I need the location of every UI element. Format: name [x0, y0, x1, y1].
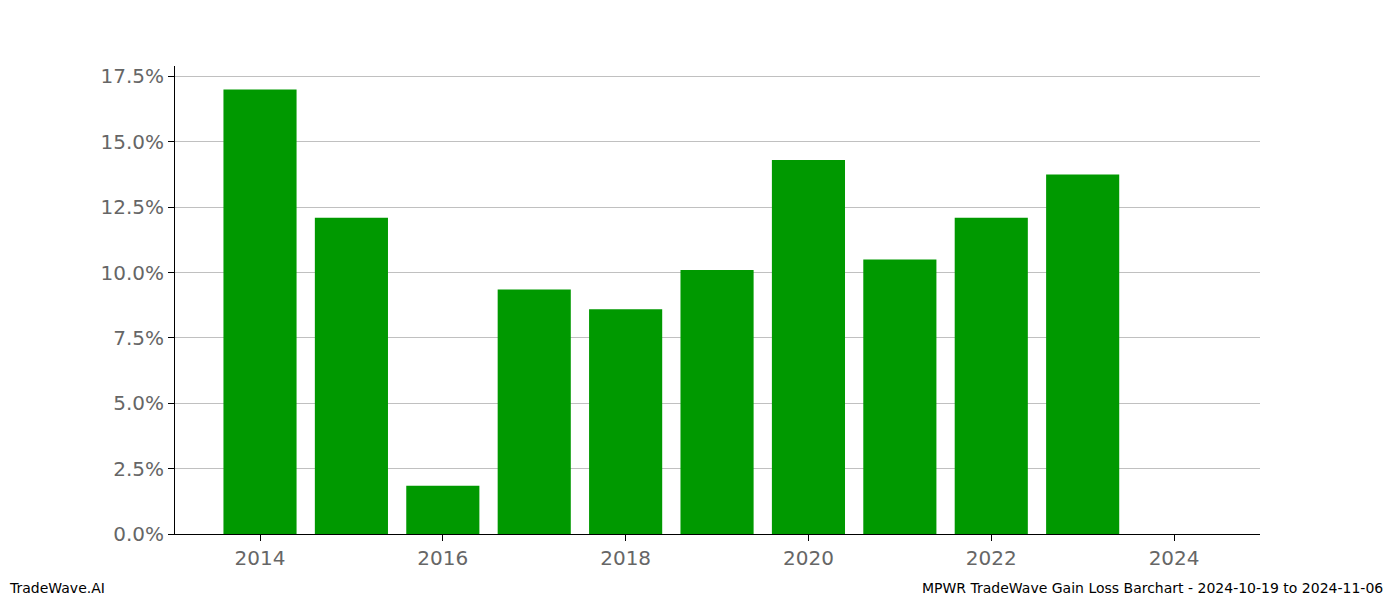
svg-text:15.0%: 15.0% — [100, 130, 164, 154]
svg-text:12.5%: 12.5% — [100, 195, 164, 219]
svg-text:0.0%: 0.0% — [113, 522, 164, 546]
svg-text:2018: 2018 — [600, 546, 651, 570]
svg-text:2014: 2014 — [235, 546, 286, 570]
svg-text:2024: 2024 — [1149, 546, 1200, 570]
svg-text:7.5%: 7.5% — [113, 326, 164, 350]
svg-text:2016: 2016 — [417, 546, 468, 570]
svg-text:2.5%: 2.5% — [113, 457, 164, 481]
svg-text:5.0%: 5.0% — [113, 391, 164, 415]
svg-text:2020: 2020 — [783, 546, 834, 570]
svg-text:17.5%: 17.5% — [100, 64, 164, 88]
svg-text:10.0%: 10.0% — [100, 261, 164, 285]
svg-text:2022: 2022 — [966, 546, 1017, 570]
svg-text:MPWR TradeWave Gain Loss Barch: MPWR TradeWave Gain Loss Barchart - 2024… — [922, 580, 1383, 596]
svg-text:TradeWave.AI: TradeWave.AI — [9, 580, 105, 596]
